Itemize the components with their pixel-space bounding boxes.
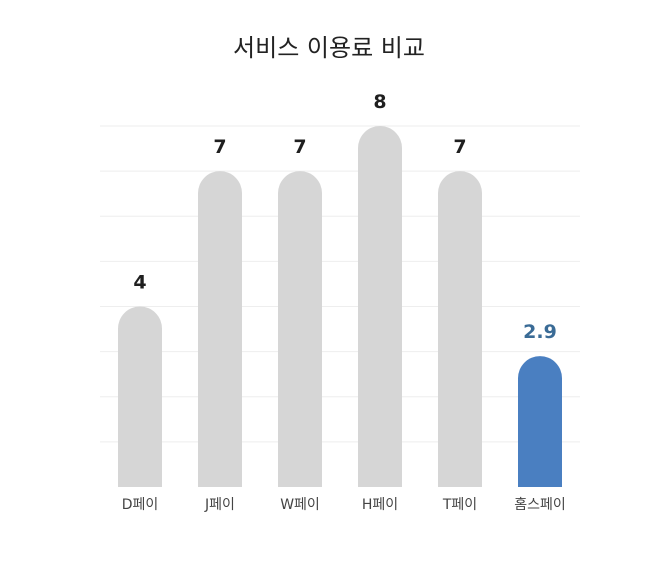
bar-4 (358, 126, 402, 487)
value-labels: 4 7 7 8 7 2.9 (133, 91, 556, 343)
x-tick-label: J페이 (204, 497, 235, 513)
x-tick-label: W페이 (280, 497, 320, 513)
bar-3 (278, 171, 322, 487)
value-label: 7 (453, 136, 466, 158)
x-tick-label: 홈스페이 (514, 497, 566, 513)
bar-5 (438, 171, 482, 487)
value-label: 7 (293, 136, 306, 158)
bar-2 (198, 171, 242, 487)
bar-6 (518, 356, 562, 487)
bars (118, 126, 562, 487)
chart-title: 서비스 이용료 비교 (233, 34, 425, 62)
bar-1 (118, 306, 162, 487)
x-tick-label: H페이 (362, 497, 398, 513)
value-label: 4 (133, 272, 146, 294)
x-tick-label: T페이 (442, 497, 477, 513)
value-label: 8 (373, 91, 386, 113)
value-label: 2.9 (523, 321, 557, 343)
value-label: 7 (213, 136, 226, 158)
gridlines (100, 125, 580, 443)
x-tick-labels: D페이 J페이 W페이 H페이 T페이 홈스페이 (122, 497, 566, 513)
x-tick-label: D페이 (122, 497, 159, 513)
